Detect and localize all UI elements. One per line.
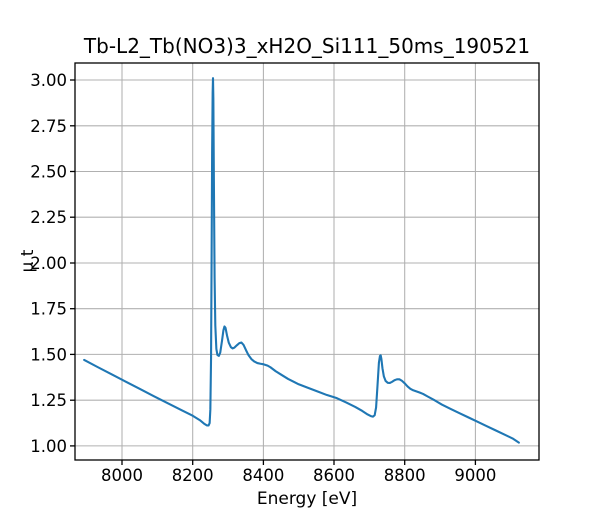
x-axis-label: Energy [eV] <box>257 489 357 509</box>
x-tick-label: 8200 <box>172 466 214 485</box>
y-axis-label: μ t <box>18 249 38 272</box>
x-tick-label: 8400 <box>242 466 284 485</box>
x-tick-label: 8600 <box>313 466 355 485</box>
y-tick-label: 1.50 <box>30 345 67 364</box>
y-tick-label: 2.75 <box>30 117 67 136</box>
x-tick-label: 8000 <box>101 466 143 485</box>
y-tick-label: 1.00 <box>30 437 67 456</box>
gridlines <box>75 63 539 460</box>
y-tick-label: 1.25 <box>30 391 67 410</box>
y-tick-label: 1.75 <box>30 300 67 319</box>
axes: 8000 8200 8400 8600 8800 9000 1.00 1.25 1.50 1.75… <box>30 62 540 485</box>
y-tick-label: 2.50 <box>30 163 67 182</box>
y-tick-label: 2.00 <box>30 254 67 273</box>
y-tick-label: 3.00 <box>30 71 67 90</box>
chart-title: Tb-L2_Tb(NO3)3_xH2O_Si111_50ms_190521 <box>83 34 530 58</box>
x-tick-label: 9000 <box>454 466 496 485</box>
x-tick-label: 8800 <box>384 466 426 485</box>
plot-border <box>74 62 540 461</box>
y-tick-label: 2.25 <box>30 208 67 227</box>
data-series <box>83 77 520 444</box>
spectrum-line <box>83 77 520 444</box>
